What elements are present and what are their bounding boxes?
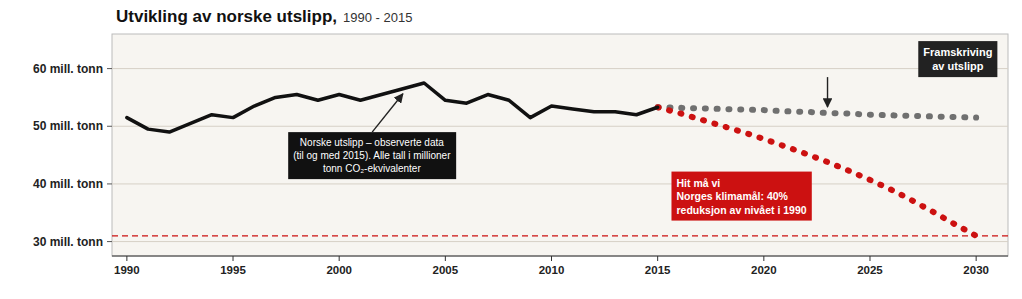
x-tick (551, 256, 552, 261)
annotation-box (288, 132, 456, 179)
annotation-box (918, 41, 997, 77)
grid-line (112, 68, 1008, 69)
x-tick (763, 256, 764, 261)
annotation: Hit må viNorges klimamål: 40%reduksjon a… (671, 172, 811, 221)
x-tick (445, 256, 446, 261)
x-tick (869, 256, 870, 261)
y-tick-label: 40 mill. tonn (33, 177, 103, 191)
series-line (658, 107, 976, 236)
x-tick-label: 1995 (220, 264, 246, 276)
series-line (127, 83, 658, 132)
y-tick (107, 241, 112, 242)
y-tick (107, 126, 112, 127)
x-tick-label: 1990 (114, 264, 140, 276)
grid-line (112, 126, 1008, 127)
x-tick-label: 2010 (539, 264, 565, 276)
annotation-arrow (372, 94, 403, 132)
x-tick (233, 256, 234, 261)
x-tick (126, 256, 127, 261)
series-line (658, 107, 976, 117)
y-tick-label: 60 mill. tonn (33, 62, 103, 76)
y-tick (107, 183, 112, 184)
x-tick (339, 256, 340, 261)
x-axis-line (112, 256, 1008, 257)
title: Utvikling av norske utslipp, (116, 7, 337, 26)
plot-frame (112, 34, 1008, 256)
x-tick-label: 2000 (326, 264, 352, 276)
grid-line (112, 241, 1008, 242)
annotation: Norske utslipp – observerte data(til og … (288, 132, 456, 179)
x-tick (976, 256, 977, 261)
plot-area (112, 83, 1008, 236)
chart: 60 mill. tonn 50 mill. tonn 40 mill. tonn 3… (0, 0, 1022, 299)
x-tick-label: 2025 (857, 264, 883, 276)
x-tick-label: 2005 (433, 264, 459, 276)
annotation-arrow (827, 77, 828, 107)
x-tick-label: 2020 (751, 264, 777, 276)
annotation-box (671, 172, 811, 221)
grid-line (112, 183, 1008, 184)
annotation-text: Hit må viNorges klimamål: 40%reduksjon a… (676, 177, 806, 216)
x-tick (657, 256, 658, 261)
x-tick-label: 2015 (645, 264, 671, 276)
subtitle: 1990 - 2015 (343, 10, 412, 25)
y-tick-label: 30 mill. tonn (33, 235, 103, 249)
annotation-text: Norske utslipp – observerte data(til og … (293, 137, 451, 174)
x-tick-label: 2030 (963, 264, 989, 276)
annotation: Framskrivingav utslipp (918, 41, 997, 77)
y-tick-label: 50 mill. tonn (33, 119, 103, 133)
y-tick (107, 68, 112, 69)
annotation-text: Framskrivingav utslipp (923, 46, 992, 72)
reference-line (112, 235, 1008, 236)
